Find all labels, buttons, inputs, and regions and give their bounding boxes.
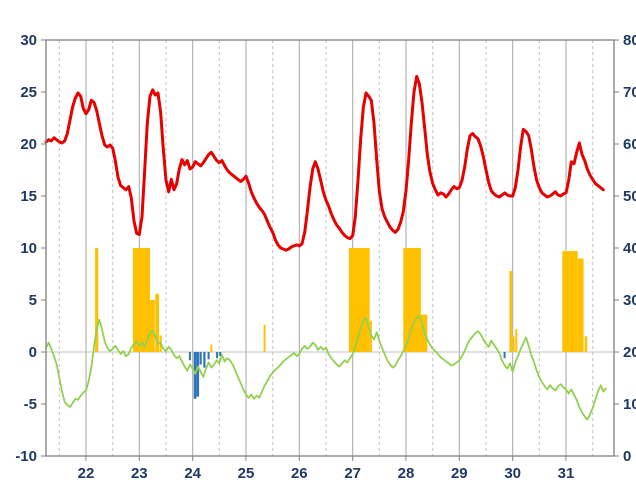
left-tick-label: 5: [29, 292, 37, 309]
x-tick-label: 22: [78, 465, 95, 482]
x-tick-label: 28: [398, 465, 415, 482]
x-tick-label: 30: [504, 465, 521, 482]
negative-blue-series: [188, 352, 506, 399]
sunshine-orange-series: [95, 248, 588, 352]
left-tick-label: 30: [20, 32, 37, 49]
right-tick-label: 80: [623, 32, 636, 49]
temperature-red-series: [44, 74, 605, 252]
right-tick-label: 40: [623, 240, 636, 257]
right-tick-label: 10: [623, 396, 636, 413]
right-tick-label: 60: [623, 136, 636, 153]
left-tick-label: 15: [20, 188, 37, 205]
left-tick-label: 25: [20, 84, 37, 101]
right-tick-label: 20: [623, 344, 636, 361]
left-tick-label: 0: [29, 344, 37, 361]
axis-labels: 30 80 25 70 20 60 15 50 10 40 5 30 0 20 -5 10 -10 0 22 23 24…: [15, 32, 636, 482]
left-tick-label: 10: [20, 240, 37, 257]
right-tick-label: 70: [623, 84, 636, 101]
left-tick-label: -5: [24, 396, 37, 413]
right-tick-label: 50: [623, 188, 636, 205]
x-tick-label: 23: [131, 465, 148, 482]
x-tick-label: 25: [238, 465, 255, 482]
x-tick-label: 26: [291, 465, 308, 482]
left-tick-label: -10: [15, 448, 37, 465]
x-tick-label: 27: [344, 465, 361, 482]
difference-green-series: [45, 314, 607, 421]
x-tick-label: 31: [558, 465, 575, 482]
right-tick-label: 0: [623, 448, 631, 465]
x-tick-label: 29: [451, 465, 468, 482]
left-tick-label: 20: [20, 136, 37, 153]
right-tick-label: 30: [623, 292, 636, 309]
x-tick-label: 24: [184, 465, 201, 482]
